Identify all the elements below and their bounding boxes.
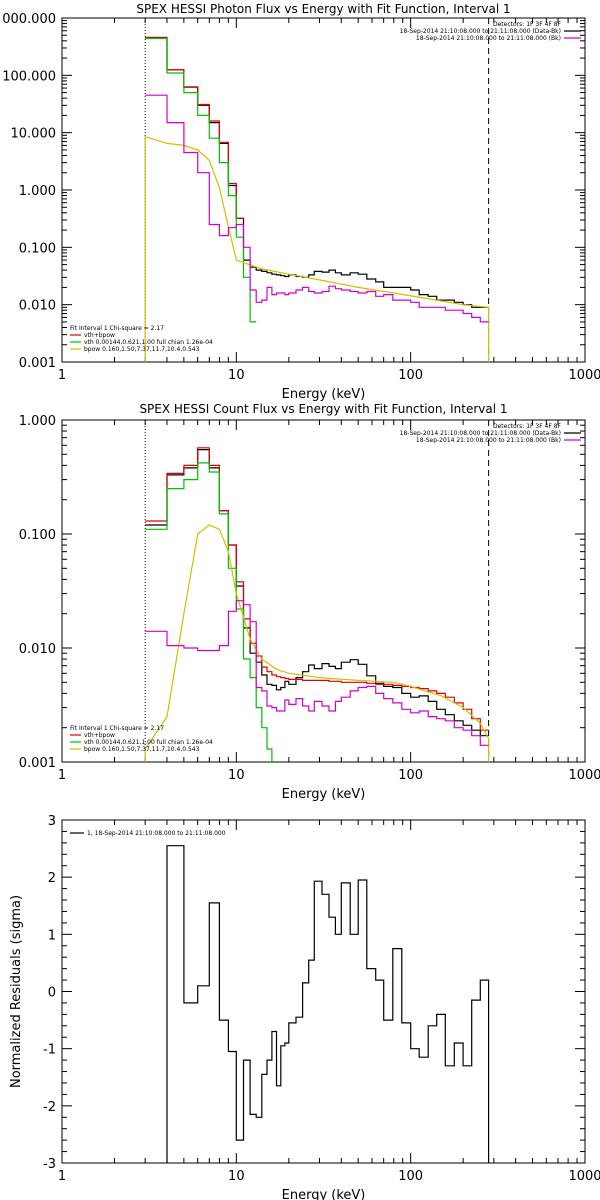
series-data-line	[145, 37, 489, 308]
x-tick-label: 1	[58, 368, 66, 383]
x-tick-label: 100	[398, 368, 423, 383]
y-tick-label: 1.000	[19, 414, 56, 429]
y-tick-label: 3	[48, 814, 56, 829]
legend-entry: Fit Interval 1 Chi-square = 2.17	[70, 325, 164, 332]
legend-entry: vth 0.00144,0.621,1.00 full chian 1.26e-…	[84, 739, 213, 746]
y-tick-label: 0.001	[19, 356, 56, 371]
series-bpow-line	[144, 524, 490, 762]
y-tick-label: 0.001	[19, 756, 56, 771]
legend-entry: bpow 0.160,1.50,7.37,11.7,10.4,0.543	[84, 746, 200, 753]
plot-frame	[61, 17, 586, 363]
legend-entry: 1, 18-Sep-2014 21:10:08.000 to 21:11:08.…	[87, 830, 226, 837]
x-tick-label: 1	[58, 768, 66, 783]
y-tick-label: 1	[48, 928, 56, 943]
legend-entry: Detectors: 1F 3F 4F 8F	[493, 423, 562, 430]
plot-area	[144, 447, 490, 762]
series-total-line	[145, 36, 244, 219]
series-bk-line	[145, 94, 489, 323]
series-bk-line	[145, 600, 489, 746]
y-tick-label: -3	[43, 1157, 56, 1172]
y-tick-label: 0.100	[19, 241, 56, 256]
plot-frame	[61, 419, 586, 763]
legend-entry: vth+bpow	[84, 332, 115, 339]
series-total-line	[145, 447, 489, 731]
x-axis-label: Energy (keV)	[282, 787, 366, 802]
panel-1: SPEX HESSI Photon Flux vs Energy with Fi…	[2, 2, 600, 402]
y-tick-label: 10.000	[11, 127, 57, 142]
chart-title: SPEX HESSI Count Flux vs Energy with Fit…	[139, 402, 507, 416]
legend-entry: Fit Interval 1 Chi-square = 2.17	[70, 725, 164, 732]
series-bpow-line	[144, 135, 490, 362]
panel-3: 1 10 100 1000 -3 -2 -1 0 1 2 3 Energy (keV) Normaliz…	[9, 814, 600, 1200]
legend-entry: vth+bpow	[84, 732, 115, 739]
y-tick-label: 2	[48, 871, 56, 886]
legend-entry: vth 0.00144,0.621,1.00 full chian 1.26e-…	[84, 339, 213, 346]
plot-frame	[61, 819, 586, 1164]
x-tick-label: 100	[398, 1169, 423, 1184]
legend-entry: bpow 0.160,1.50,7.37,11.7,10.4,0.543	[84, 346, 200, 353]
plot-area	[144, 36, 490, 362]
x-tick-label: 100	[398, 768, 423, 783]
y-tick-label: 100.000	[2, 69, 56, 84]
panel-2: SPEX HESSI Count Flux vs Energy with Fit…	[19, 402, 600, 802]
legend-top-left: 1, 18-Sep-2014 21:10:08.000 to 21:11:08.…	[70, 830, 226, 837]
legend-entry: 18-Sep-2014 21:10:08.000 to 21:11:08.000…	[416, 35, 561, 42]
y-tick-label: -1	[43, 1043, 56, 1058]
y-tick-label: -2	[43, 1100, 56, 1115]
x-tick-label: 10	[228, 768, 245, 783]
x-tick-label: 1	[58, 1169, 66, 1184]
x-tick-label: 1000	[568, 368, 600, 383]
y-tick-label: 1.000	[19, 184, 56, 199]
series-vth-line	[145, 37, 257, 323]
x-axis-label: Energy (keV)	[282, 1188, 366, 1200]
legend-entry: 18-Sep-2014 21:10:08.000 to 21:11:08.000…	[400, 430, 561, 437]
x-axis-label: Energy (keV)	[282, 387, 366, 402]
legend-entry: Detectors: 1F 3F 4F 8F	[493, 21, 562, 28]
chart-title: SPEX HESSI Photon Flux vs Energy with Fi…	[136, 2, 510, 16]
x-tick-label: 10	[228, 368, 245, 383]
y-axis-label: Normalized Residuals (sigma)	[9, 895, 24, 1088]
legend-bottom-left: Fit Interval 1 Chi-square = 2.17vth+bpow…	[70, 325, 213, 353]
y-tick-label: 0.010	[19, 299, 56, 314]
legend-entry: 18-Sep-2014 21:10:08.000 to 21:11:08.000…	[400, 28, 561, 35]
y-tick-label: 000.000	[2, 12, 56, 27]
y-tick-label: 0.010	[19, 642, 56, 657]
x-tick-label: 1000	[568, 1169, 600, 1184]
y-tick-label: 0.100	[19, 528, 56, 543]
series-data-line	[166, 845, 490, 1163]
x-tick-label: 1000	[568, 768, 600, 783]
plot-area	[166, 845, 490, 1163]
series-vth-line	[145, 462, 273, 762]
y-tick-label: 0	[48, 986, 56, 1001]
legend-bottom-left: Fit Interval 1 Chi-square = 2.17vth+bpow…	[70, 725, 213, 753]
legend-entry: 18-Sep-2014 21:10:08.000 to 21:11:08.000…	[416, 437, 561, 444]
x-tick-label: 10	[228, 1169, 245, 1184]
